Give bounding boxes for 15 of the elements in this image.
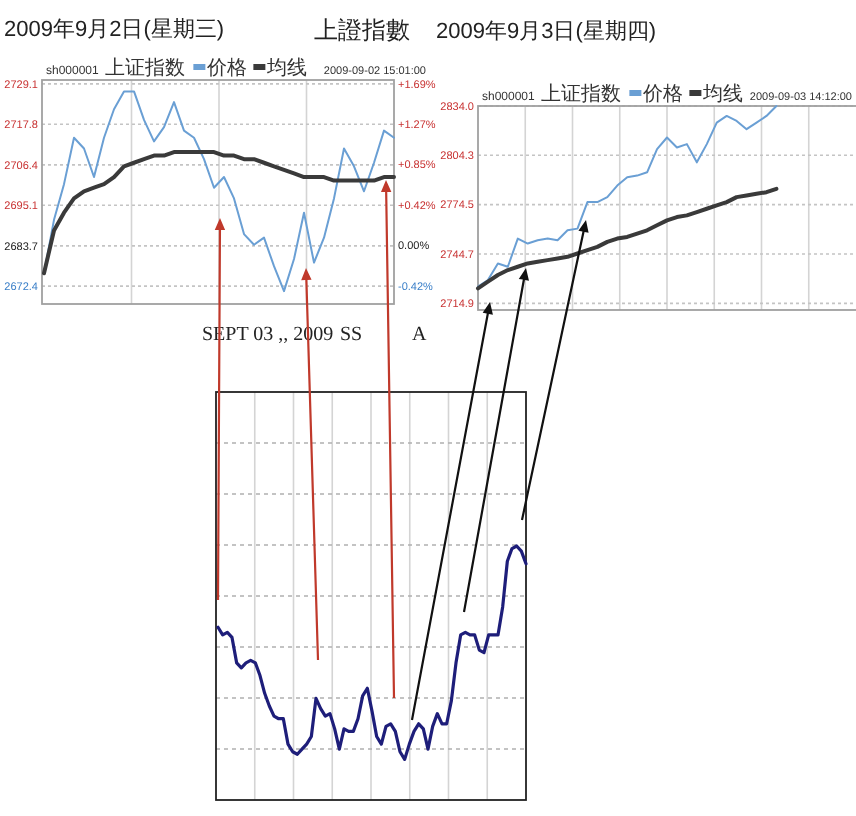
legend-label: 价格: [205, 56, 248, 80]
legend-label: 价格: [641, 82, 684, 106]
chart-subtitle: 上證指數: [314, 16, 410, 44]
chart-title: 2009年9月2日(星期三): [4, 18, 225, 42]
chart-title: 2009年9月3日(星期四): [436, 20, 657, 44]
line-series: [42, 150, 396, 276]
line-series: [476, 186, 779, 291]
text: SS: [340, 324, 363, 346]
line-series: [477, 105, 778, 288]
legend-label: 均线: [265, 56, 308, 80]
text: 上证指数: [541, 82, 622, 106]
line-series: [43, 90, 395, 293]
legend-label: 均线: [701, 82, 744, 106]
annotation: 上证指数: [105, 56, 186, 80]
text: A: [412, 324, 428, 346]
